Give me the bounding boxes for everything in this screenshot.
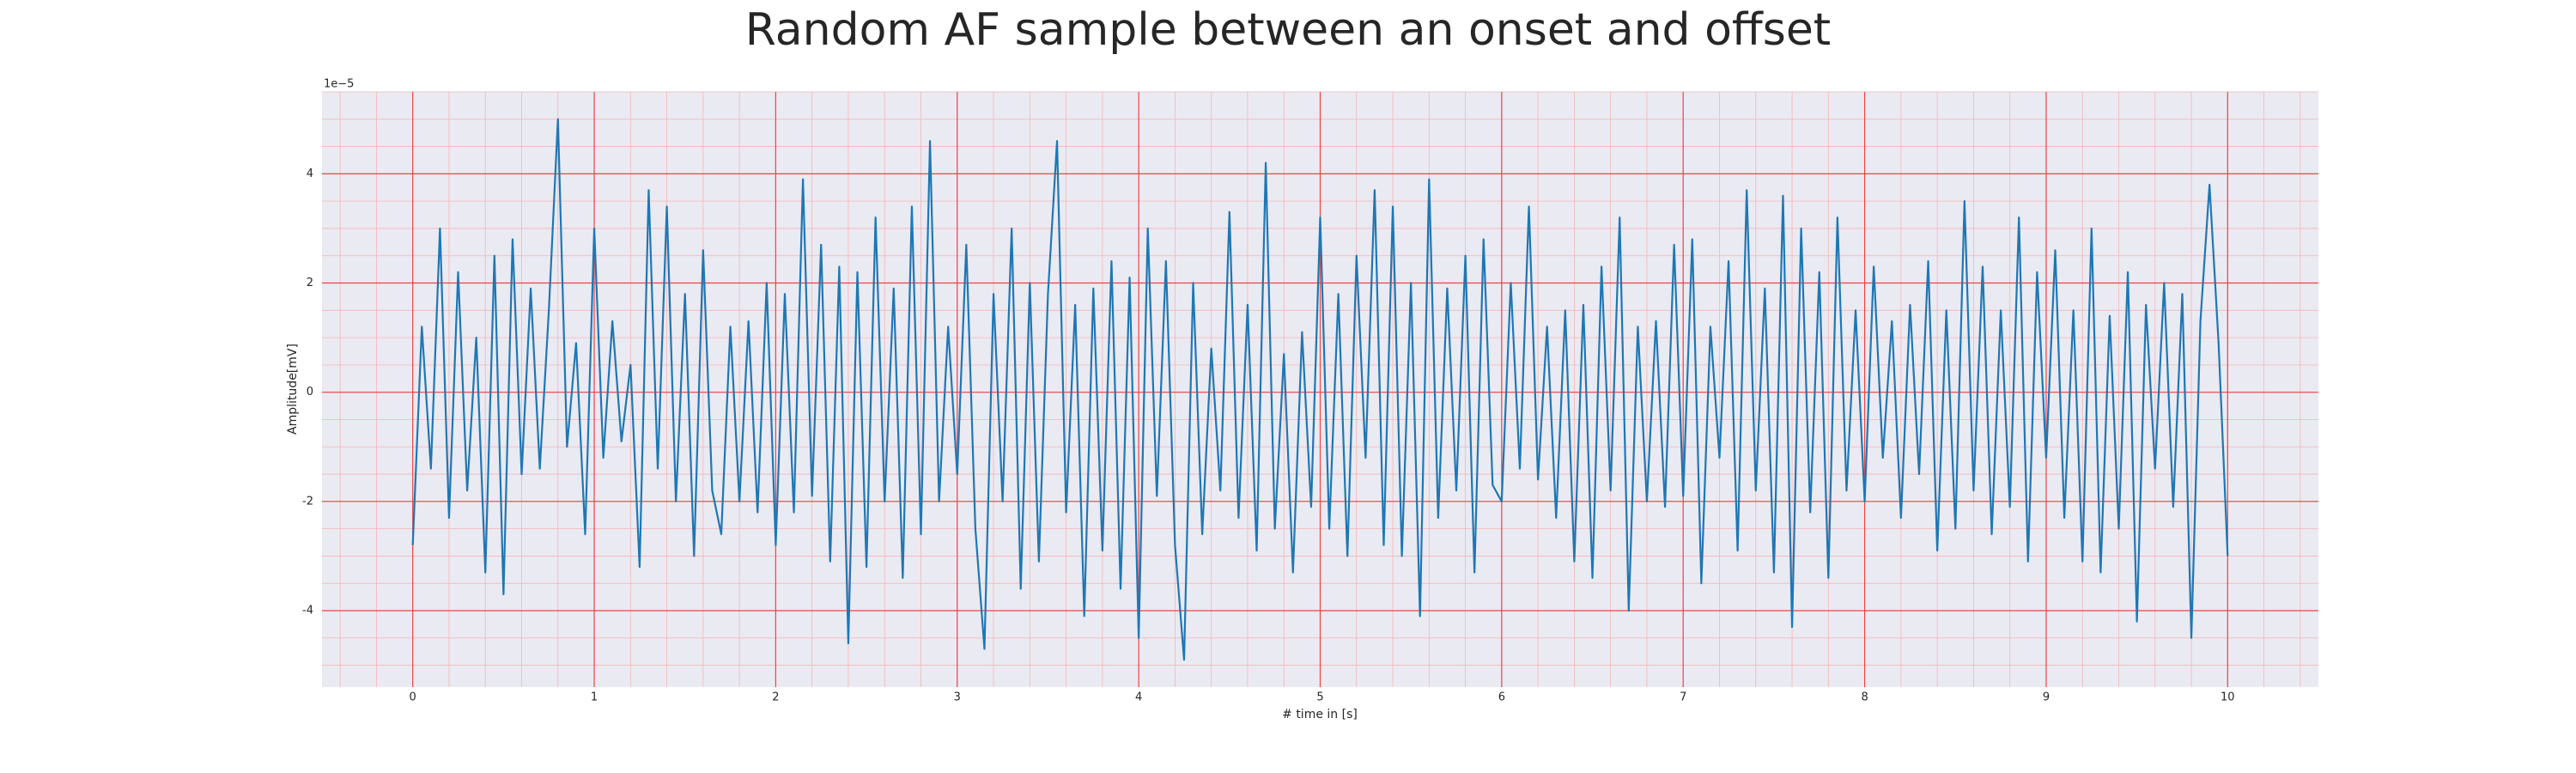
data-line xyxy=(411,118,2229,661)
x-tick-label: 7 xyxy=(1680,691,1686,704)
plot-area xyxy=(322,91,2318,687)
y-offset-label: 1e−5 xyxy=(324,78,354,91)
x-tick-label: 3 xyxy=(954,691,961,704)
x-axis-label: # time in [s] xyxy=(1282,708,1358,721)
chart-title: Random AF sample between an onset and of… xyxy=(745,4,1831,56)
y-tick-label: -4 xyxy=(302,604,313,617)
x-tick-label: 6 xyxy=(1498,691,1505,704)
x-tick-label: 2 xyxy=(772,691,779,704)
x-tick-label: 1 xyxy=(591,691,598,704)
x-tick-label: 5 xyxy=(1316,691,1323,704)
x-tick-label: 9 xyxy=(2043,691,2050,704)
x-tick-label: 4 xyxy=(1135,691,1142,704)
y-tick-label: -2 xyxy=(302,495,313,508)
y-axis-label: Amplitude[mV] xyxy=(286,344,300,435)
x-tick-label: 0 xyxy=(410,691,416,704)
x-tick-label: 8 xyxy=(1861,691,1868,704)
y-tick-label: 4 xyxy=(307,167,313,180)
y-tick-label: 0 xyxy=(307,386,313,399)
x-tick-label: 10 xyxy=(2221,691,2235,704)
y-tick-label: 2 xyxy=(307,277,313,289)
